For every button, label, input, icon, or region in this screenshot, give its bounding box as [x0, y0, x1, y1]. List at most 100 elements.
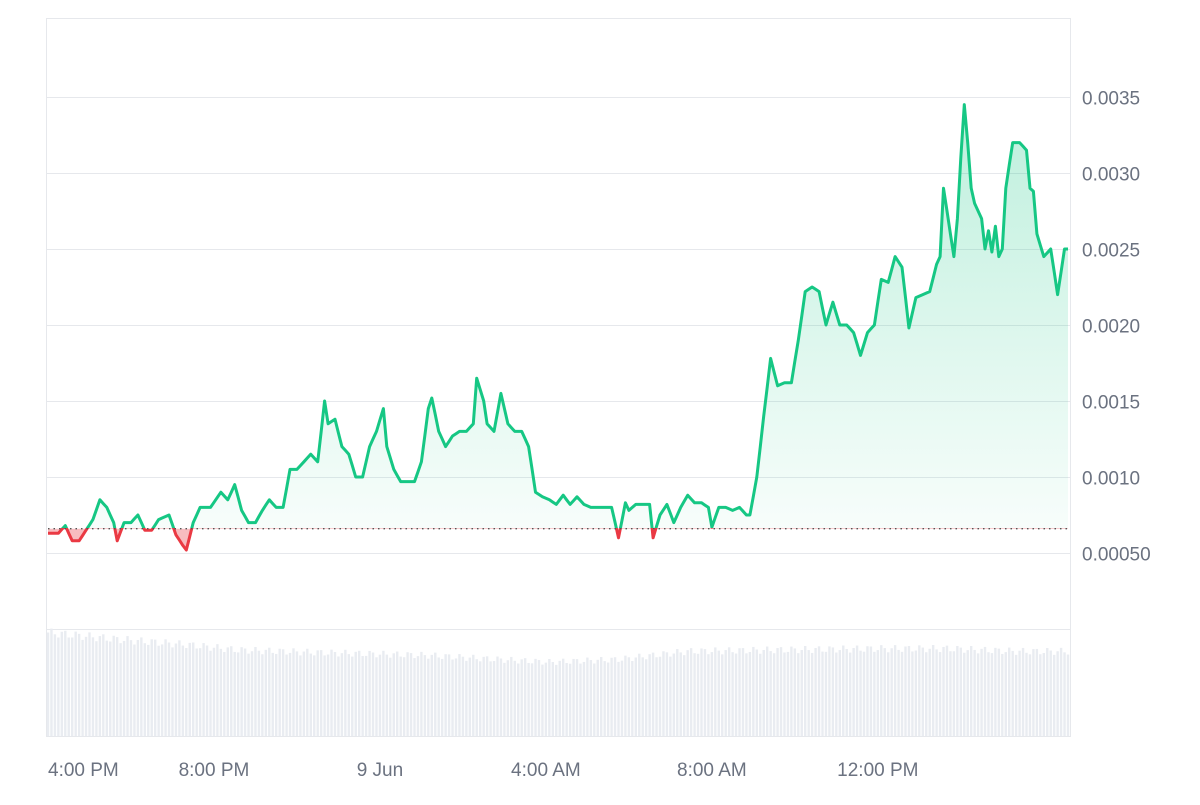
volume-bar	[344, 649, 347, 736]
volume-bar	[513, 660, 516, 736]
volume-bar	[240, 647, 243, 736]
volume-bar	[147, 644, 150, 736]
volume-bar	[268, 647, 271, 736]
volume-bar	[862, 651, 866, 736]
volume-bar	[994, 647, 997, 736]
volume-bar	[472, 654, 475, 736]
volume-bar	[465, 660, 468, 736]
volume-bar	[420, 651, 423, 736]
volume-bar	[945, 645, 949, 736]
volume-bar	[192, 642, 195, 736]
y-axis-labels: 0.00050 0.0010 0.0015 0.0020 0.0025 0.0030 0.0…	[1082, 89, 1151, 566]
volume-bar	[1001, 653, 1004, 736]
x-tick-label: 4:00 PM	[48, 760, 119, 781]
volume-bar	[731, 652, 734, 736]
volume-bar	[603, 661, 606, 736]
volume-bar	[530, 663, 534, 736]
volume-bar	[447, 654, 451, 736]
volume-bar	[95, 641, 98, 736]
volume-bar	[427, 658, 430, 736]
volume-bar	[676, 649, 679, 736]
x-tick-label: 8:00 PM	[179, 760, 250, 781]
volume-bar	[105, 640, 108, 736]
volume-bar	[1011, 650, 1014, 736]
volume-bar	[679, 652, 682, 736]
volume-bar	[261, 654, 264, 736]
volume-bar	[281, 649, 285, 736]
volume-bar	[842, 645, 845, 736]
x-tick-label: 9 Jun	[357, 760, 403, 781]
volume-bar	[748, 651, 752, 736]
volume-bar	[361, 656, 364, 736]
volume-bar	[727, 647, 731, 736]
volume-bar	[987, 652, 990, 736]
volume-bar	[496, 656, 499, 736]
volume-bar	[437, 657, 440, 736]
volume-bar	[772, 653, 776, 736]
volume-bar	[413, 658, 416, 736]
volume-bar	[887, 652, 890, 736]
volume-bar	[57, 637, 60, 736]
volume-bar	[67, 637, 70, 736]
volume-bar	[309, 653, 312, 736]
volume-bar	[364, 655, 368, 736]
volume-bar	[734, 653, 738, 736]
volume-bar	[776, 648, 779, 736]
volume-bar	[606, 662, 610, 736]
volume-bar	[77, 633, 81, 736]
volume-bar	[807, 650, 810, 736]
volume-bar	[921, 647, 924, 736]
volume-bar	[911, 651, 914, 736]
volume-bar	[354, 651, 357, 736]
volume-bar	[683, 655, 686, 736]
volume-bar	[579, 663, 582, 736]
volume-bar	[1046, 648, 1049, 736]
volume-bar	[430, 654, 433, 736]
volume-bar	[541, 664, 544, 736]
volume-bar	[686, 650, 689, 736]
volume-bar	[406, 652, 409, 736]
volume-bar	[278, 648, 281, 736]
volume-bar	[876, 650, 880, 736]
volume-bar	[195, 648, 198, 736]
y-tick-label: 0.00050	[1082, 545, 1151, 566]
volume-bar	[295, 651, 299, 736]
volume-bar	[468, 657, 472, 736]
volume-bar	[655, 657, 658, 736]
volume-bar	[313, 655, 316, 736]
volume-bar	[337, 656, 340, 736]
volume-bar	[651, 652, 655, 736]
volume-bar	[64, 630, 67, 736]
volume-bar	[71, 637, 74, 736]
volume-bar	[254, 646, 257, 736]
volume-bar	[112, 635, 115, 736]
volume-bar	[689, 648, 693, 736]
volume-bar	[1059, 647, 1063, 736]
volume-bar	[582, 661, 586, 736]
volume-bar	[275, 653, 278, 736]
volume-bar	[662, 651, 665, 736]
volume-bar	[762, 649, 765, 736]
volume-bar	[890, 648, 893, 736]
volume-bar	[565, 662, 568, 736]
volume-bar	[461, 656, 465, 736]
volume-bar	[810, 652, 814, 736]
volume-bar	[897, 649, 900, 736]
volume-bar	[824, 651, 828, 736]
volume-bar	[586, 657, 589, 736]
volume-bar	[202, 643, 205, 736]
plot-frame	[46, 18, 1071, 737]
volume-bar	[157, 645, 160, 736]
volume-bar	[74, 631, 77, 736]
volume-bar	[617, 661, 620, 736]
volume-bar	[973, 649, 976, 736]
price-area	[48, 104, 1068, 550]
volume-bar	[990, 653, 994, 736]
volume-bar	[845, 649, 848, 736]
volume-bar	[174, 643, 178, 736]
volume-bar	[558, 660, 561, 736]
volume-bar	[250, 651, 254, 736]
volume-bar	[475, 659, 478, 736]
volume-bar	[855, 645, 859, 736]
volume-bar	[102, 634, 105, 736]
